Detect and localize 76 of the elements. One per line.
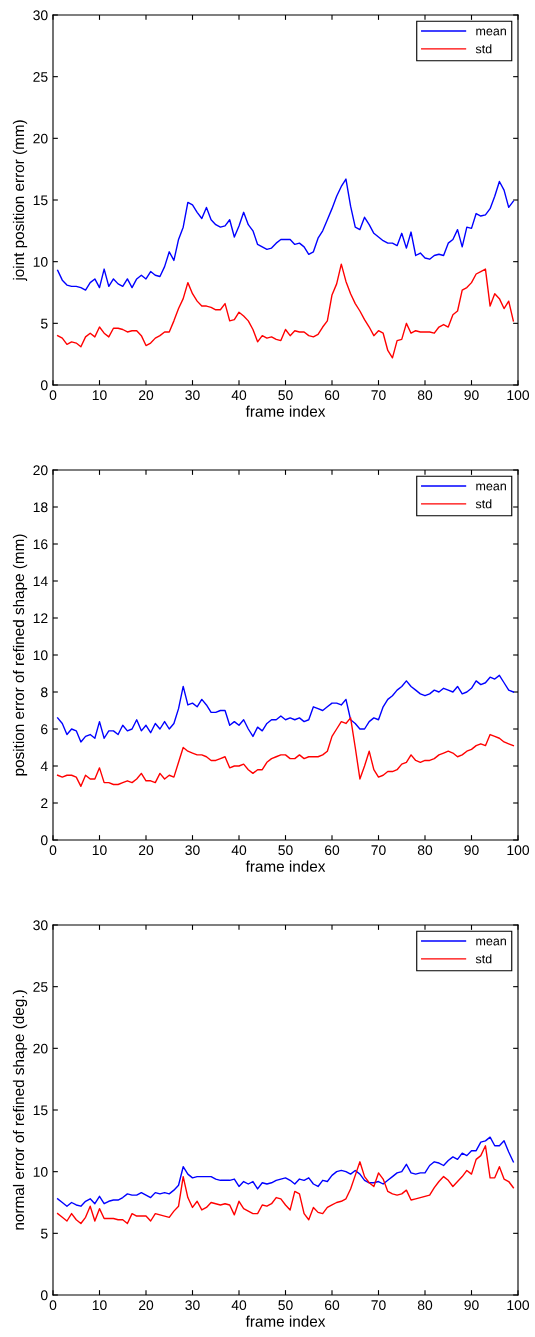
y-tick-label: 10: [33, 650, 48, 661]
y-tick-label: 20: [33, 465, 48, 476]
x-tick-label: 50: [278, 1300, 293, 1311]
y-axis-title: joint position error (mm): [12, 120, 28, 282]
x-tick-label: 100: [507, 845, 530, 856]
y-tick-label: 25: [33, 982, 48, 992]
legend-label: mean: [476, 28, 506, 36]
y-tick-label: 6: [41, 724, 48, 735]
legend-label: mean: [476, 938, 506, 946]
y-tick-label: 20: [33, 1043, 48, 1054]
x-tick-label: 40: [231, 1300, 247, 1311]
x-tick-label: 80: [417, 1300, 433, 1311]
x-tick-label: 70: [371, 845, 386, 856]
x-tick-label: 90: [464, 1300, 479, 1311]
x-tick-label: 90: [464, 845, 479, 856]
y-tick-label: 12: [33, 613, 48, 624]
legend-label: std: [475, 44, 492, 54]
x-tick-label: 0: [49, 390, 57, 401]
x-tick-label: 20: [138, 390, 154, 401]
x-tick-label: 50: [278, 390, 293, 401]
line-series: [56, 717, 515, 788]
y-tick-label: 15: [33, 195, 48, 206]
x-tick-label: 20: [138, 1300, 154, 1311]
line-series: [56, 674, 515, 743]
y-tick-label: 16: [33, 539, 48, 550]
x-axis-title: frame index: [245, 860, 326, 872]
x-tick-label: 60: [324, 1300, 340, 1311]
x-tick-label: 10: [92, 845, 107, 856]
x-tick-label: 60: [324, 845, 340, 856]
y-tick-label: 2: [41, 798, 48, 809]
x-tick-label: 40: [231, 845, 247, 856]
x-tick-label: 100: [507, 1300, 530, 1311]
x-tick-label: 10: [92, 1300, 107, 1311]
y-tick-label: 10: [33, 257, 48, 267]
y-axis-title: position error of refined shape (mm): [12, 534, 28, 776]
y-tick-label: 18: [33, 502, 48, 513]
y-tick-label: 0: [40, 380, 48, 391]
x-tick-label: 10: [92, 390, 107, 401]
x-tick-label: 60: [324, 390, 340, 401]
line-series: [56, 178, 515, 291]
y-tick-label: 0: [40, 1290, 48, 1301]
y-tick-label: 15: [33, 1105, 48, 1116]
x-axis-title: frame index: [245, 1315, 326, 1327]
y-tick-label: 5: [40, 1228, 48, 1239]
legend-label: std: [475, 499, 492, 509]
legend-label: mean: [476, 483, 506, 491]
line-series: [56, 263, 515, 359]
line-series: [56, 1145, 515, 1225]
x-tick-label: 20: [138, 845, 154, 856]
y-axis-title: normal error of refined shape (deg.): [12, 990, 28, 1230]
x-tick-label: 50: [278, 845, 293, 856]
x-tick-label: 0: [49, 1300, 57, 1311]
y-tick-label: 4: [40, 761, 48, 772]
x-tick-label: 70: [371, 1300, 386, 1311]
x-tick-label: 100: [507, 390, 530, 401]
y-tick-label: 20: [33, 133, 48, 144]
x-tick-label: 0: [49, 845, 57, 856]
y-tick-label: 30: [33, 920, 48, 931]
x-tick-label: 80: [417, 390, 433, 401]
x-tick-label: 40: [231, 390, 247, 401]
legend-label: std: [475, 954, 492, 964]
y-tick-label: 5: [40, 318, 48, 329]
x-tick-label: 70: [371, 390, 386, 401]
y-tick-label: 14: [33, 576, 48, 587]
x-axis-title: frame index: [245, 405, 326, 417]
y-tick-label: 10: [33, 1167, 48, 1177]
x-tick-label: 90: [464, 390, 479, 401]
y-tick-label: 30: [33, 10, 48, 21]
y-tick-label: 8: [41, 687, 48, 698]
line-series: [56, 1136, 515, 1207]
y-tick-label: 0: [40, 835, 48, 846]
x-tick-label: 30: [185, 845, 200, 856]
x-tick-label: 30: [185, 1300, 200, 1311]
x-tick-label: 30: [185, 390, 200, 401]
x-tick-label: 80: [417, 845, 433, 856]
y-tick-label: 25: [33, 72, 48, 82]
